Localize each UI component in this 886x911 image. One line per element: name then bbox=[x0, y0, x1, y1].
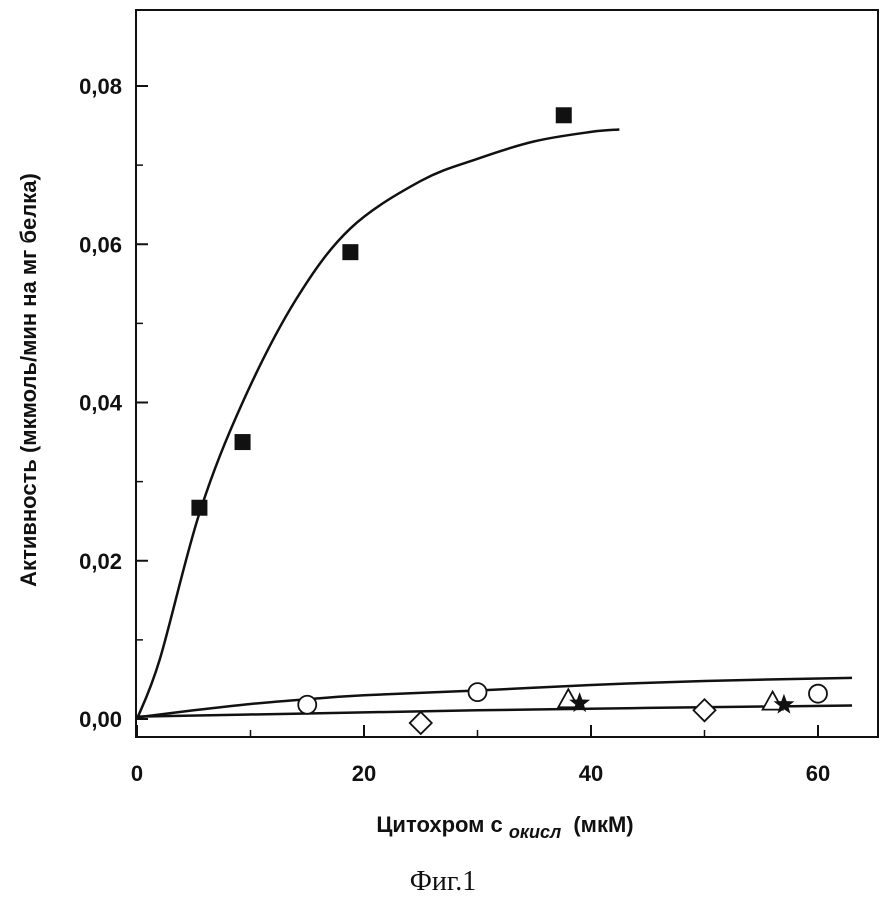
y-tick-label: 0,02 bbox=[79, 549, 122, 574]
filled-square-marker bbox=[342, 244, 359, 261]
open-circle-marker bbox=[467, 682, 488, 702]
fit-curve-line bbox=[136, 676, 853, 719]
open-triangle-marker bbox=[761, 689, 785, 711]
figure-caption: Фиг.1 bbox=[409, 866, 477, 897]
x-axis-title-main: Цитохром c bbox=[376, 812, 502, 837]
x-tick-label: 60 bbox=[806, 761, 830, 786]
y-axis-title: Активность (мкмоль/мин на мг белка) bbox=[16, 173, 41, 587]
y-axis-ticks: 0,00 0,02 0,04 0,06 0,08 bbox=[79, 74, 148, 732]
y-tick-label: 0,04 bbox=[79, 391, 123, 416]
filled-star-marker bbox=[569, 692, 591, 713]
fit-curve-line bbox=[135, 128, 620, 720]
y-tick-label: 0,06 bbox=[79, 232, 122, 257]
open-circle-marker bbox=[297, 694, 318, 715]
fit-curve-line bbox=[136, 704, 853, 718]
plot-frame bbox=[135, 9, 879, 738]
filled-square-marker bbox=[234, 434, 251, 451]
data-points bbox=[191, 107, 828, 736]
x-tick-label: 0 bbox=[131, 761, 143, 786]
x-axis-title-subscript: окисл bbox=[509, 822, 561, 842]
filled-square-marker bbox=[191, 499, 208, 516]
x-axis-ticks: 0 20 40 60 bbox=[131, 725, 830, 786]
filled-square-marker bbox=[555, 107, 572, 124]
x-axis-title-suffix: (мкМ) bbox=[573, 812, 633, 837]
fit-curves bbox=[135, 128, 853, 720]
x-axis-title: Цитохром c окисл (мкМ) bbox=[376, 812, 633, 843]
open-diamond-marker bbox=[408, 710, 434, 736]
filled-star-marker bbox=[773, 693, 795, 714]
open-triangle-marker bbox=[556, 687, 580, 709]
y-tick-label: 0,08 bbox=[79, 74, 122, 99]
y-tick-label: 0,00 bbox=[79, 707, 122, 732]
x-tick-label: 40 bbox=[579, 761, 603, 786]
x-tick-label: 20 bbox=[352, 761, 376, 786]
open-circle-marker bbox=[808, 683, 828, 704]
open-diamond-marker bbox=[692, 698, 717, 723]
